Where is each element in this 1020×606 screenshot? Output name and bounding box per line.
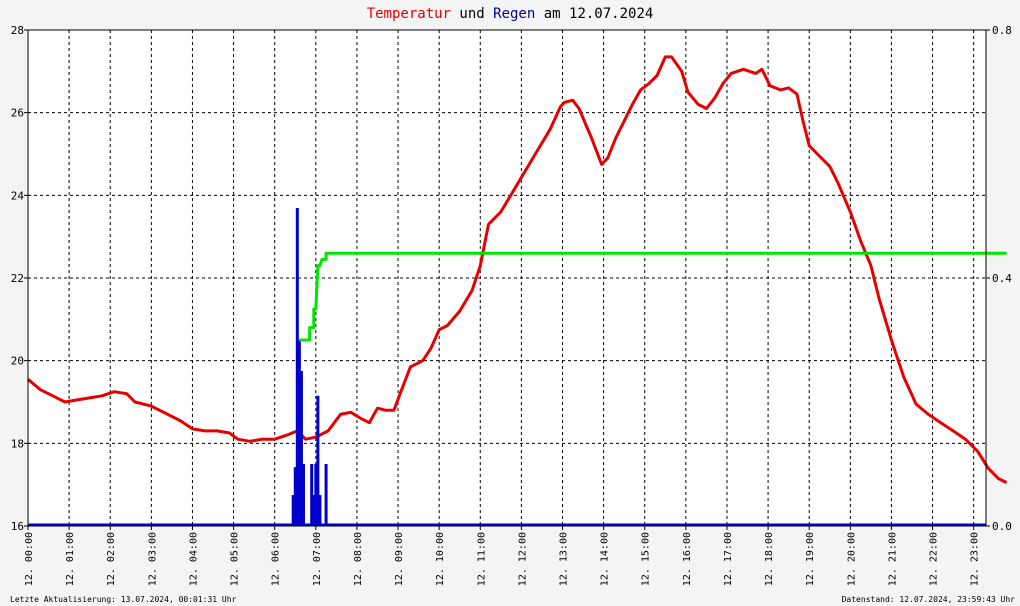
x-tick-label: 12. 08:00 xyxy=(353,532,364,586)
plot-frame xyxy=(27,29,987,527)
x-tick-label: 12. 15:00 xyxy=(641,532,652,586)
x-tick-label: 12. 21:00 xyxy=(887,532,898,586)
y-left-tick-label: 28 xyxy=(11,24,24,37)
series-layer xyxy=(27,55,1008,527)
x-tick-label: 12. 03:00 xyxy=(147,532,158,586)
y-left-tick-label: 16 xyxy=(11,520,24,533)
x-tick-label: 12. 11:00 xyxy=(476,532,487,586)
plot-background xyxy=(27,29,987,527)
y-left-tick-label: 20 xyxy=(11,355,24,368)
x-tick-label: 12. 20:00 xyxy=(846,532,857,586)
y-right-tick-label: 0.8 xyxy=(992,24,1012,37)
x-tick-label: 12. 01:00 xyxy=(65,532,76,586)
chart-title-part-1: und xyxy=(451,6,493,22)
x-tick-label: 12. 16:00 xyxy=(682,532,693,586)
x-tick-label: 12. 00:00 xyxy=(24,532,35,586)
y-left-tick-label: 24 xyxy=(11,189,25,202)
chart-title-part-3: am 12.07.2024 xyxy=(535,6,653,22)
chart-title-part-0: Temperatur xyxy=(367,6,451,22)
x-tick-label: 12. 13:00 xyxy=(559,532,570,586)
x-tick-label: 12. 04:00 xyxy=(188,532,199,586)
y-right-tick-label: 0.0 xyxy=(992,520,1012,533)
x-tick-label: 12. 02:00 xyxy=(106,532,117,586)
x-tick-label: 12. 05:00 xyxy=(230,532,241,586)
x-tick-label: 12. 09:00 xyxy=(394,532,405,586)
x-tick-label: 12. 14:00 xyxy=(600,532,611,586)
x-tick-label: 12. 12:00 xyxy=(517,532,528,586)
y-left-tick-label: 18 xyxy=(11,437,24,450)
x-tick-label: 12. 19:00 xyxy=(805,532,816,586)
x-tick-label: 12. 22:00 xyxy=(929,532,940,586)
y-right-tick-label: 0.4 xyxy=(992,272,1012,285)
y-left-tick-label: 26 xyxy=(11,107,24,120)
x-tick-label: 12. 10:00 xyxy=(435,532,446,586)
x-tick-label: 12. 18:00 xyxy=(764,532,775,586)
footer-last-update: Letzte Aktualisierung: 13.07.2024, 00:01… xyxy=(10,595,237,604)
regen-kumuliert-line xyxy=(299,251,1007,342)
axis-layer: 12. 00:00 12. 01:00 12. 02:00 12. 03:00 12. … xyxy=(11,24,1012,586)
x-tick-label: 12. 17:00 xyxy=(723,532,734,586)
chart-title-part-2: Regen xyxy=(493,6,535,22)
footer-data-status: Datenstand: 12.07.2024, 23:59:43 Uhr xyxy=(842,595,1016,604)
x-tick-label: 12. 07:00 xyxy=(312,532,323,586)
chart-title: Temperatur und Regen am 12.07.2024 xyxy=(367,6,654,22)
x-tick-label: 12. 23:00 xyxy=(970,532,981,586)
temperatur-line xyxy=(27,55,1008,484)
x-tick-label: 12. 06:00 xyxy=(271,532,282,586)
y-left-tick-label: 22 xyxy=(11,272,24,285)
